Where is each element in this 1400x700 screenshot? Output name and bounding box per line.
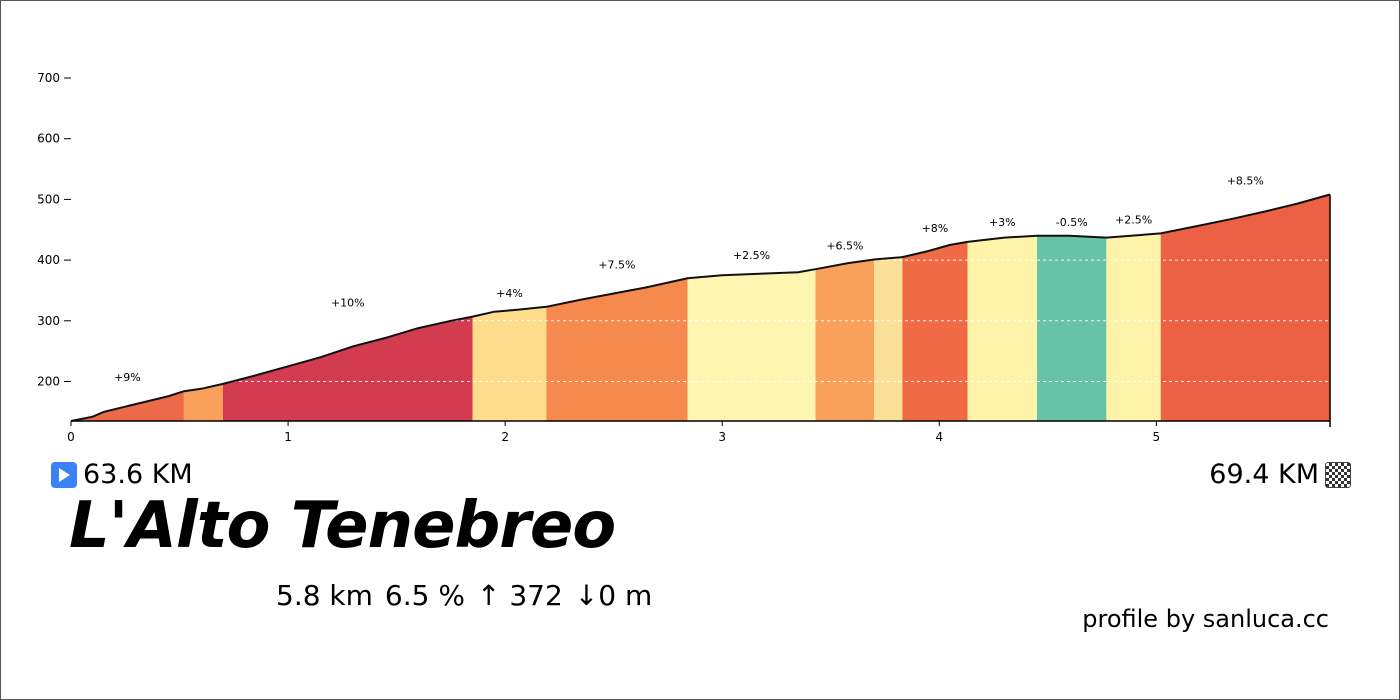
x-tick-label-5: 5 bbox=[1153, 430, 1161, 444]
grade-label-12: +8.5% bbox=[1227, 175, 1264, 188]
stat-distance: 5.8 km bbox=[276, 579, 373, 612]
segment-7 bbox=[874, 257, 903, 421]
play-icon bbox=[51, 461, 77, 488]
climb-stats: 5.8 km 6.5 % ↑ 372 ↓0 m bbox=[276, 579, 652, 612]
grade-label-3: +4% bbox=[496, 287, 523, 300]
grade-label-6: +6.5% bbox=[826, 240, 863, 253]
stat-avg-grade: 6.5 % bbox=[384, 579, 465, 612]
checkered-flag-icon bbox=[1325, 461, 1351, 488]
segment-9 bbox=[967, 235, 1037, 421]
x-tick-label-3: 3 bbox=[718, 430, 726, 444]
end-km-value: 69.4 KM bbox=[1209, 459, 1319, 490]
x-tick-label-2: 2 bbox=[501, 430, 509, 444]
segment-0 bbox=[71, 391, 184, 421]
segment-10 bbox=[1037, 235, 1107, 421]
segment-12 bbox=[1160, 194, 1330, 421]
segment-8 bbox=[902, 241, 968, 421]
x-tick-label-0: 0 bbox=[67, 430, 75, 444]
segment-2 bbox=[222, 316, 473, 421]
y-tick-label-400: 400 bbox=[37, 253, 60, 267]
x-tick-label-4: 4 bbox=[935, 430, 943, 444]
segment-6 bbox=[815, 259, 875, 421]
end-km-label: 69.4 KM bbox=[1209, 459, 1351, 490]
grade-label-4: +7.5% bbox=[598, 258, 635, 271]
segment-5 bbox=[687, 269, 816, 421]
y-tick-label-300: 300 bbox=[37, 314, 60, 328]
grade-label-5: +2.5% bbox=[733, 249, 770, 262]
segment-4 bbox=[546, 278, 688, 421]
elevation-chart: 0 1 2 3 4 5 200 300 400 500 600 700 +9% +10% +4% +7.5%… bbox=[37, 71, 1331, 444]
gradient-segments bbox=[71, 194, 1330, 421]
start-km-value: 63.6 KM bbox=[83, 459, 193, 490]
grade-label-2: +10% bbox=[331, 297, 365, 310]
start-km-label: 63.6 KM bbox=[51, 459, 193, 490]
segment-3 bbox=[472, 306, 547, 421]
axes: 0 1 2 3 4 5 200 300 400 500 600 700 bbox=[37, 71, 1331, 444]
grade-label-9: +3% bbox=[989, 216, 1016, 229]
x-tick-label-1: 1 bbox=[284, 430, 292, 444]
y-tick-label-500: 500 bbox=[37, 192, 60, 206]
y-tick-label-700: 700 bbox=[37, 71, 60, 85]
grade-label-10: -0.5% bbox=[1056, 216, 1088, 229]
grade-label-11: +2.5% bbox=[1115, 213, 1152, 226]
climb-title: L'Alto Tenebreo bbox=[69, 489, 616, 563]
credit-text: profile by sanluca.cc bbox=[1082, 605, 1329, 633]
stat-descent: ↓0 m bbox=[574, 579, 653, 612]
grade-label-8: +8% bbox=[922, 222, 949, 235]
elevation-profile-line bbox=[70, 193, 1331, 422]
grade-labels: +9% +10% +4% +7.5% +2.5% +6.5% +8% +3% -0.5% +2.5… bbox=[114, 175, 1264, 385]
y-tick-label-200: 200 bbox=[37, 375, 60, 389]
y-tick-label-600: 600 bbox=[37, 132, 60, 146]
stat-ascent: ↑ 372 bbox=[476, 579, 563, 612]
grade-label-0: +9% bbox=[114, 371, 141, 384]
segment-1 bbox=[183, 383, 223, 421]
segment-11 bbox=[1106, 233, 1161, 421]
